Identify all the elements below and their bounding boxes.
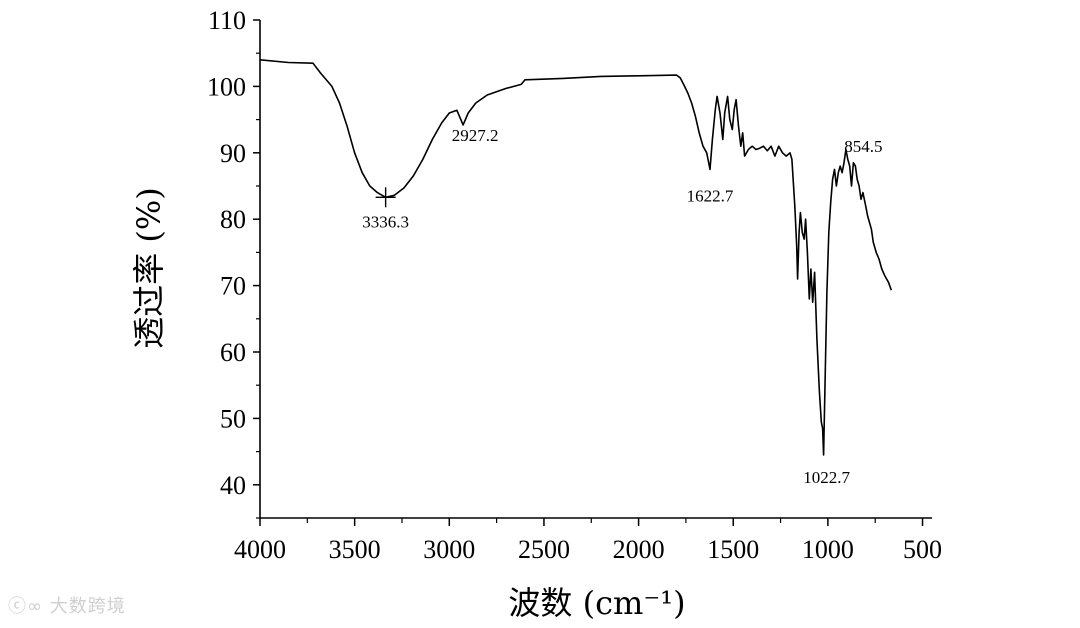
peak-label: 2927.2 bbox=[452, 126, 499, 145]
watermark-text: 大数跨境 bbox=[49, 596, 126, 617]
peak-label: 1022.7 bbox=[803, 468, 850, 487]
y-tick-label: 70 bbox=[220, 272, 246, 301]
y-tick-label: 110 bbox=[208, 6, 246, 35]
watermark: ⓒ∞ 大数跨境 bbox=[8, 592, 126, 618]
spectrum-series bbox=[259, 59, 893, 456]
x-tick-label: 1000 bbox=[802, 535, 854, 564]
x-tick-label: 500 bbox=[903, 535, 942, 564]
peak-label: 3336.3 bbox=[362, 212, 409, 231]
x-tick-label: 2000 bbox=[613, 535, 665, 564]
y-tick-label: 100 bbox=[207, 72, 246, 101]
x-tick-label: 2500 bbox=[518, 535, 570, 564]
y-tick-label: 60 bbox=[220, 338, 246, 367]
x-tick-label: 3000 bbox=[423, 535, 475, 564]
axes: 40 50 60 70 80 90 100 110 4000 3500 3000 2500 2000 15… bbox=[207, 6, 942, 564]
y-axis-title: 透过率 (%) bbox=[130, 187, 168, 349]
peak-label: 854.5 bbox=[844, 137, 882, 156]
x-tick-label: 1500 bbox=[707, 535, 759, 564]
x-tick-label: 4000 bbox=[234, 535, 286, 564]
peak-annotations: 3336.3 2927.2 1622.7 854.5 1022.7 bbox=[362, 126, 882, 487]
spectrum-line bbox=[259, 59, 893, 456]
y-tick-label: 90 bbox=[220, 139, 246, 168]
watermark-logo-icon: ⓒ∞ bbox=[8, 596, 50, 617]
x-tick-label: 3500 bbox=[329, 535, 381, 564]
y-tick-label: 80 bbox=[220, 205, 246, 234]
peak-label: 1622.7 bbox=[687, 186, 734, 205]
y-tick-label: 50 bbox=[220, 404, 246, 433]
x-axis-title: 波数 (cm⁻¹) bbox=[508, 584, 685, 622]
y-tick-label: 40 bbox=[220, 471, 246, 500]
